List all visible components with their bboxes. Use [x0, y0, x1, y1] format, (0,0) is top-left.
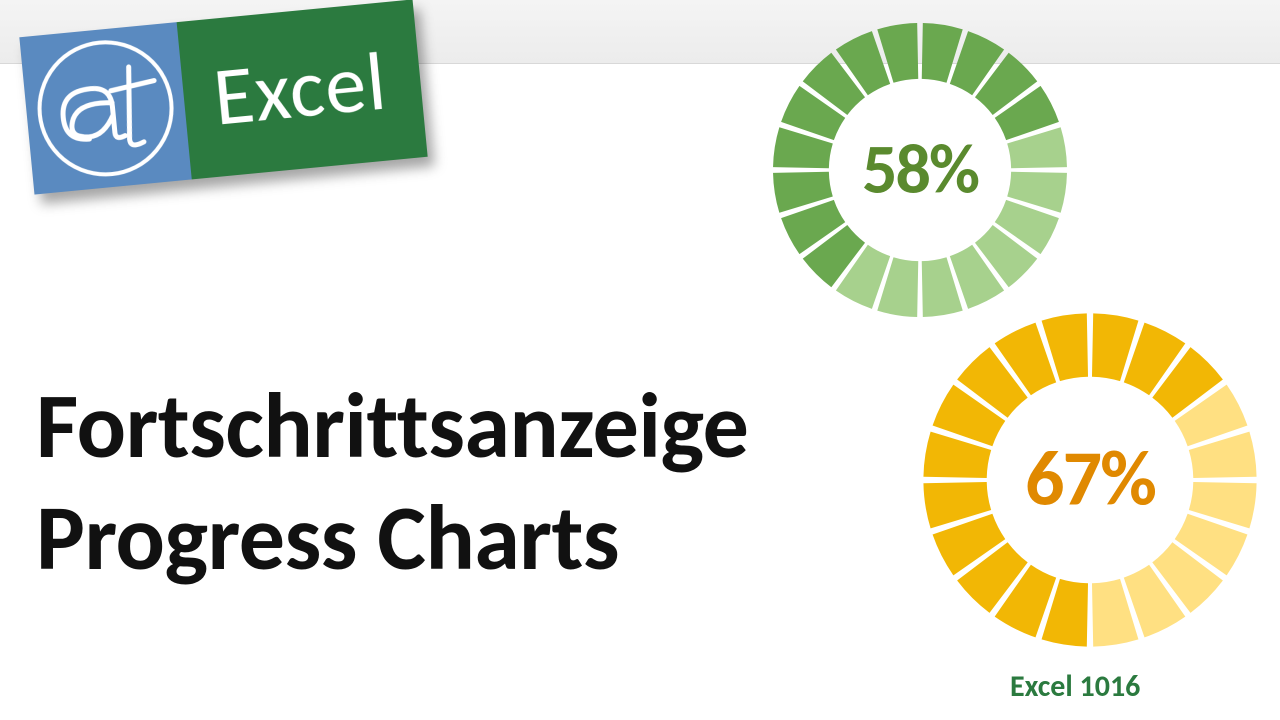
progress-donut-yellow-label: 67% — [1025, 431, 1155, 526]
logo-monogram-box — [19, 22, 191, 194]
logo-excel-box: Excel — [177, 0, 428, 179]
progress-donut-green-label: 58% — [862, 125, 978, 211]
title-line-1: Fortschrittsanzeige — [36, 370, 748, 482]
progress-donut-green: 58% — [770, 20, 1070, 320]
footer-label: Excel 1016 — [1010, 668, 1140, 705]
title-line-2: Progress Charts — [36, 482, 748, 594]
logo-excel-label: Excel — [209, 32, 391, 148]
progress-donut-yellow: 67% — [920, 310, 1260, 650]
title-block: Fortschrittsanzeige Progress Charts — [36, 370, 748, 594]
